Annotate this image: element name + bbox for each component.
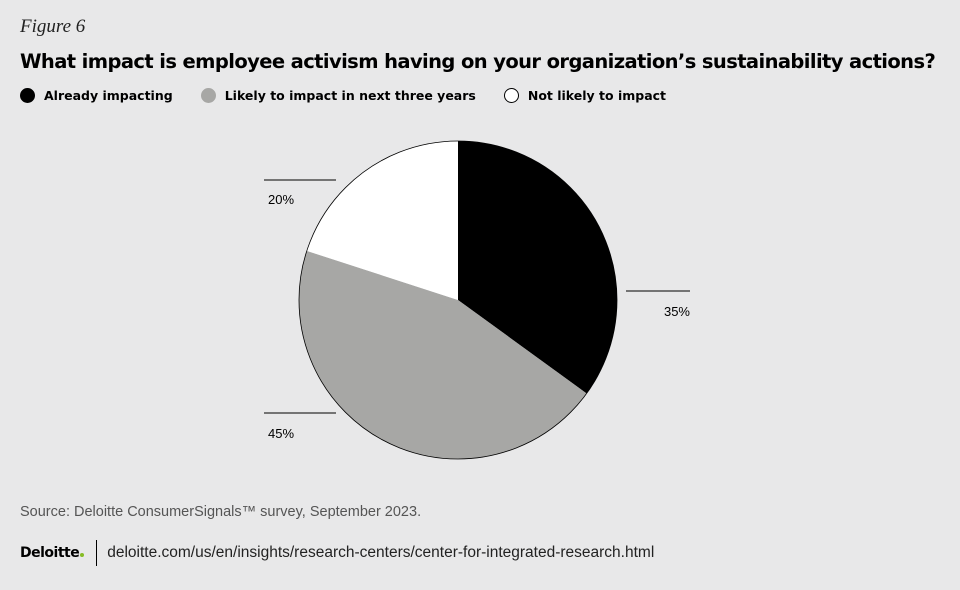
pie-slice-1 (458, 141, 618, 394)
pie-outline (298, 140, 618, 460)
pie-slice-3 (306, 141, 458, 300)
footer-divider (96, 540, 98, 566)
data-label-1: 35% (664, 304, 690, 319)
legend-item-already-impacting: Already impacting (20, 88, 173, 103)
footer: Deloitte deloitte.com/us/en/insights/res… (20, 540, 654, 566)
legend-swatch (20, 88, 35, 103)
figure-label: Figure 6 (20, 16, 86, 37)
chart-title: What impact is employee activism having … (20, 50, 936, 73)
legend-swatch (200, 88, 216, 103)
legend-label: Not likely to impact (527, 88, 667, 103)
chart-legend: Already impacting Likely to impact in ne… (20, 88, 694, 103)
legend-label: Likely to impact in next three years (224, 88, 476, 103)
source-note: Source: Deloitte ConsumerSignals™ survey… (20, 504, 422, 520)
legend-item-likely-to-impact: Likely to impact in next three years (200, 88, 476, 103)
data-label-3: 20% (268, 192, 294, 207)
logo-text: Deloitte (20, 545, 80, 561)
logo-dot-icon (80, 553, 85, 557)
legend-swatch (503, 88, 519, 103)
data-label-2: 45% (268, 426, 294, 441)
deloitte-logo: Deloitte (20, 545, 85, 561)
pie-slice-2 (299, 250, 587, 459)
footer-url: deloitte.com/us/en/insights/research-cen… (107, 544, 655, 561)
legend-label: Already impacting (44, 88, 173, 103)
legend-item-not-likely: Not likely to impact (503, 88, 667, 103)
